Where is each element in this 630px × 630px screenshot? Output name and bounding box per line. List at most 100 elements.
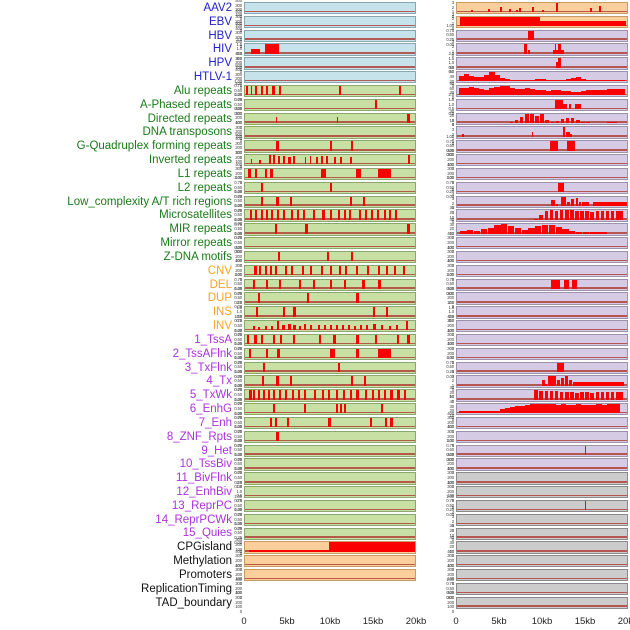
track-panel-b-row-13[interactable] — [456, 181, 628, 195]
track-panel-a-row-1[interactable] — [244, 15, 416, 29]
track-panel-b-row-19[interactable] — [456, 264, 628, 278]
track-panel-b-row-21[interactable] — [456, 292, 628, 305]
y-axis-ticks-a-row-26: 1.00 0.75 0.50 0.25 0.00 — [222, 356, 242, 379]
track-panel-a-row-28[interactable] — [244, 389, 416, 402]
track-panel-a-row-9[interactable] — [244, 126, 416, 139]
track-panel-a-row-35[interactable] — [244, 486, 416, 499]
track-bar — [279, 334, 283, 345]
track-panel-a-row-17[interactable] — [244, 237, 416, 250]
track-panel-b-row-34[interactable] — [456, 472, 628, 485]
y-tick-label: 200 — [447, 419, 454, 425]
track-panel-a-row-29[interactable] — [244, 403, 416, 416]
track-panel-b-row-35[interactable] — [456, 486, 628, 499]
track-bar — [290, 196, 293, 206]
track-panel-b-row-18[interactable] — [456, 250, 628, 264]
track-panel-b-row-17[interactable] — [456, 237, 628, 250]
track-panel-a-row-19[interactable] — [244, 264, 416, 278]
track-panel-b-row-29[interactable] — [456, 403, 628, 416]
track-panel-b-row-11[interactable] — [456, 154, 628, 167]
track-panel-b-row-31[interactable] — [456, 430, 628, 444]
track-panel-b-row-2[interactable] — [456, 29, 628, 42]
track-panel-b-row-30[interactable] — [456, 416, 628, 430]
track-panel-b-row-15[interactable] — [456, 209, 628, 222]
track-panel-a-row-6[interactable] — [244, 84, 416, 98]
y-tick-label: 100 — [235, 159, 242, 165]
track-panel-b-row-27[interactable] — [456, 375, 628, 388]
track-panel-a-row-20[interactable] — [244, 278, 416, 291]
track-panel-a-row-27[interactable] — [244, 375, 416, 388]
track-panel-b-row-43[interactable] — [456, 596, 628, 609]
y-tick-label: 1.00 — [234, 355, 242, 361]
track-panel-b-row-22[interactable] — [456, 306, 628, 319]
track-panel-b-row-37[interactable] — [456, 513, 628, 526]
track-panel-a-row-13[interactable] — [244, 181, 416, 195]
track-panel-a-row-7[interactable] — [244, 98, 416, 112]
track-panel-b-row-16[interactable] — [456, 223, 628, 236]
track-panel-b-row-12[interactable] — [456, 167, 628, 181]
track-panel-a-row-26[interactable] — [244, 361, 416, 374]
track-panel-a-row-14[interactable] — [244, 195, 416, 208]
track-panel-a-row-4[interactable] — [244, 57, 416, 70]
track-panel-b-row-5[interactable] — [456, 71, 628, 84]
track-panel-b-row-1[interactable] — [456, 15, 628, 29]
track-panel-a-row-15[interactable] — [244, 209, 416, 222]
track-panel-b-row-38[interactable] — [456, 527, 628, 540]
track-panel-a-row-12[interactable] — [244, 167, 416, 181]
track-panel-a-row-32[interactable] — [244, 444, 416, 457]
track-panel-a-row-5[interactable] — [244, 71, 416, 84]
track-panel-a-row-38[interactable] — [244, 527, 416, 540]
track-panel-b-row-8[interactable] — [456, 112, 628, 125]
track-panel-a-row-33[interactable] — [244, 458, 416, 471]
y-tick-label: 0.25 — [234, 299, 242, 305]
track-panel-b-row-39[interactable] — [456, 541, 628, 554]
track-panel-b-row-24[interactable] — [456, 333, 628, 347]
track-panel-b-row-20[interactable] — [456, 278, 628, 291]
track-panel-a-row-24[interactable] — [244, 333, 416, 347]
track-panel-a-row-31[interactable] — [244, 430, 416, 444]
track-panel-b-row-33[interactable] — [456, 458, 628, 471]
track-panel-b-row-6[interactable] — [456, 84, 628, 98]
track-panel-a-row-34[interactable] — [244, 472, 416, 485]
track-panel-a-row-36[interactable] — [244, 499, 416, 513]
track-panel-b-row-3[interactable] — [456, 43, 628, 56]
track-panel-a-row-16[interactable] — [244, 223, 416, 236]
track-panel-b-row-32[interactable] — [456, 444, 628, 457]
track-panel-a-row-23[interactable] — [244, 320, 416, 333]
track-panel-a-row-8[interactable] — [244, 112, 416, 125]
track-panel-b-row-14[interactable] — [456, 195, 628, 208]
track-panel-a-row-37[interactable] — [244, 513, 416, 526]
track-panel-a-row-41[interactable] — [244, 569, 416, 582]
track-panel-b-row-40[interactable] — [456, 555, 628, 568]
track-panel-a-row-30[interactable] — [244, 416, 416, 430]
track-panel-b-row-36[interactable] — [456, 499, 628, 513]
track-panel-b-row-7[interactable] — [456, 98, 628, 112]
track-panel-a-row-40[interactable] — [244, 555, 416, 568]
track-panel-b-row-42[interactable] — [456, 582, 628, 596]
track-panel-b-row-0[interactable] — [456, 2, 628, 15]
track-panel-b-row-26[interactable] — [456, 361, 628, 374]
track-bar — [249, 348, 252, 359]
track-panel-b-row-28[interactable] — [456, 389, 628, 402]
track-panel-a-row-25[interactable] — [244, 347, 416, 361]
track-label-mir-repeats: MIR repeats — [169, 223, 232, 236]
track-panel-b-row-25[interactable] — [456, 347, 628, 361]
track-panel-a-row-39[interactable] — [244, 541, 416, 554]
y-tick-label: 200 — [235, 60, 242, 66]
y-tick-label: 200 — [235, 170, 242, 176]
track-panel-b-row-4[interactable] — [456, 57, 628, 70]
track-panel-a-row-11[interactable] — [244, 154, 416, 167]
track-panel-b-row-9[interactable] — [456, 126, 628, 139]
track-panel-b-row-23[interactable] — [456, 320, 628, 333]
track-panel-a-row-18[interactable] — [244, 250, 416, 264]
track-panel-a-row-10[interactable] — [244, 140, 416, 153]
track-panel-a-row-3[interactable] — [244, 43, 416, 56]
track-bar — [458, 88, 464, 96]
track-panel-b-row-10[interactable] — [456, 140, 628, 153]
track-panel-a-row-21[interactable] — [244, 292, 416, 305]
track-panel-a-row-0[interactable] — [244, 2, 416, 15]
track-panel-a-row-22[interactable] — [244, 306, 416, 319]
track-bar — [264, 168, 268, 179]
track-baseline — [457, 38, 627, 40]
track-panel-a-row-2[interactable] — [244, 29, 416, 42]
track-panel-b-row-41[interactable] — [456, 569, 628, 582]
